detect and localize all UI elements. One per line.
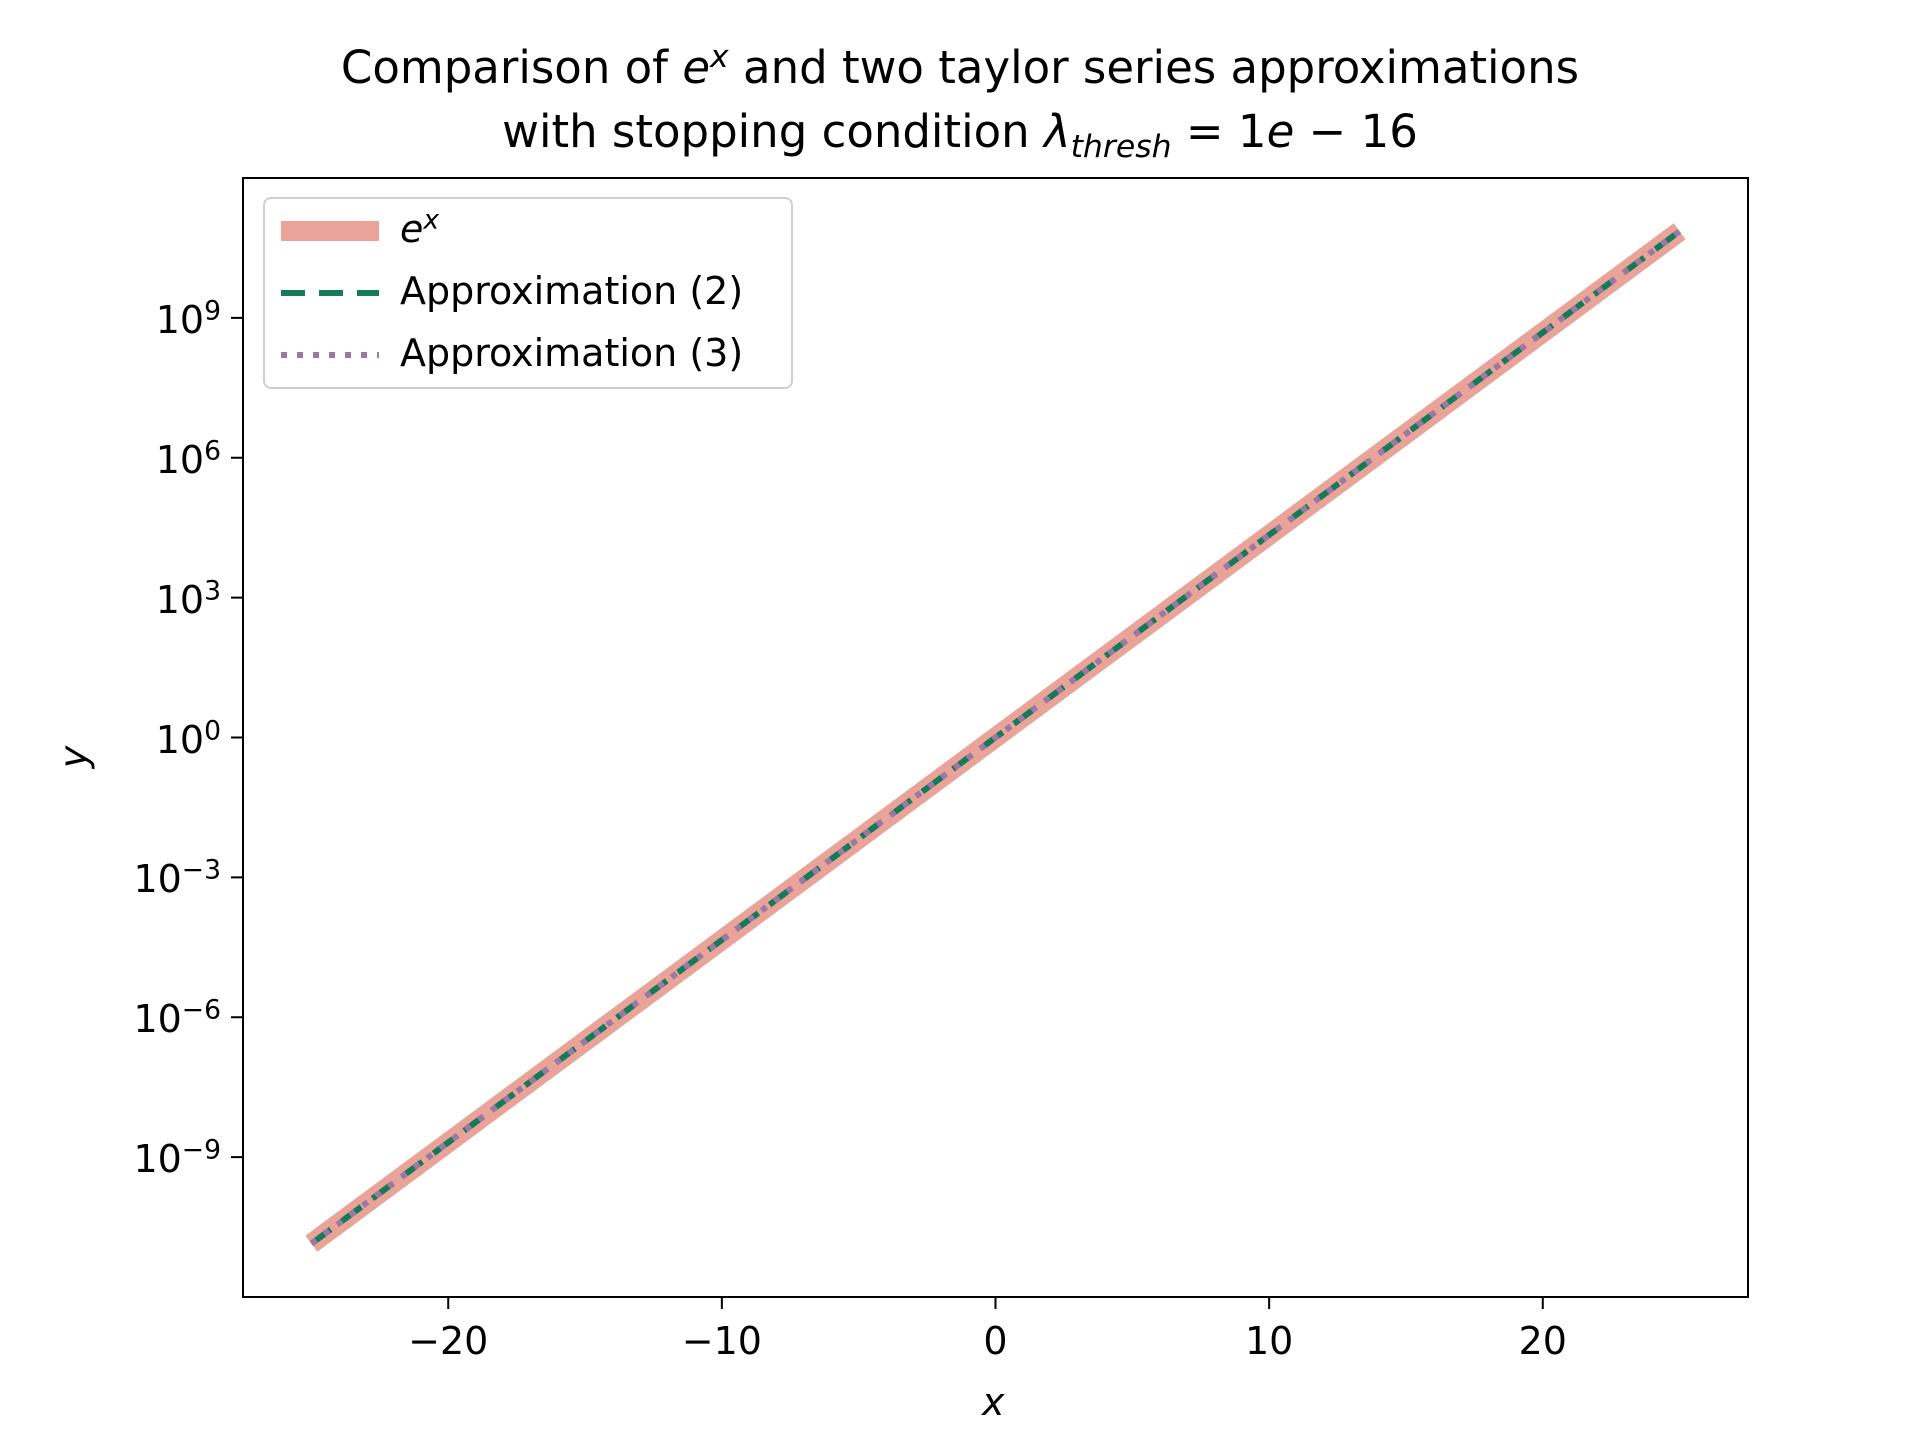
title-tail: − 16 (1294, 105, 1418, 158)
chart-title-line-2: with stopping condition λthresh = 1e − 1… (0, 104, 1920, 163)
legend-label-ex: ex (400, 204, 440, 251)
legend-item-ex: ex (265, 201, 791, 261)
y-tick-label: 10−6 (133, 994, 221, 1042)
series-layer (305, 223, 1686, 1252)
x-tick-label: −20 (408, 1319, 489, 1363)
title-lambda: λ (1043, 105, 1071, 158)
title-suffix: and two taylor series approximations (728, 41, 1580, 94)
x-axis-label: x (982, 1380, 1005, 1424)
y-tick-label: 106 (155, 435, 221, 482)
legend-swatch-ex (281, 221, 379, 241)
title-fn-base: e (682, 41, 711, 94)
y-tick-label: 103 (155, 574, 221, 622)
title-fn-exp: x (710, 39, 729, 75)
y-tick-label: 109 (155, 295, 221, 342)
y-tick-label: 10−9 (133, 1134, 221, 1182)
y-tick-label: 100 (155, 714, 221, 762)
tick-layer (231, 316, 1544, 1309)
legend-item-approx-3: Approximation (3) (265, 325, 791, 385)
x-tick-label: 0 (983, 1319, 1008, 1363)
legend-label-approx-3: Approximation (3) (400, 331, 744, 375)
y-tick-label: 10−3 (133, 854, 221, 902)
chart-title-line-1: Comparison of ex and two taylor series a… (0, 40, 1920, 96)
series-line-2 (309, 228, 1682, 1247)
legend-item-approx-2: Approximation (2) (265, 263, 791, 323)
title-line2-suffix: = 1 (1171, 105, 1267, 158)
x-tick-label: 20 (1518, 1319, 1567, 1363)
y-axis-label: y (51, 745, 96, 769)
title-lambda-sub: thresh (1070, 129, 1172, 165)
legend-swatch-approx-3 (281, 352, 379, 358)
axes-frame (242, 177, 1749, 1298)
title-e-letter: e (1266, 105, 1295, 158)
title-line2-prefix: with stopping condition (502, 105, 1044, 158)
legend-label-approx-2: Approximation (2) (400, 269, 744, 313)
x-tick-label: −10 (681, 1319, 762, 1363)
x-tick-label: 10 (1244, 1319, 1294, 1363)
legend-swatch-approx-2 (281, 290, 379, 296)
chart-legend: ex Approximation (2) Approximation (3) (263, 197, 793, 389)
title-prefix: Comparison of (340, 41, 683, 94)
